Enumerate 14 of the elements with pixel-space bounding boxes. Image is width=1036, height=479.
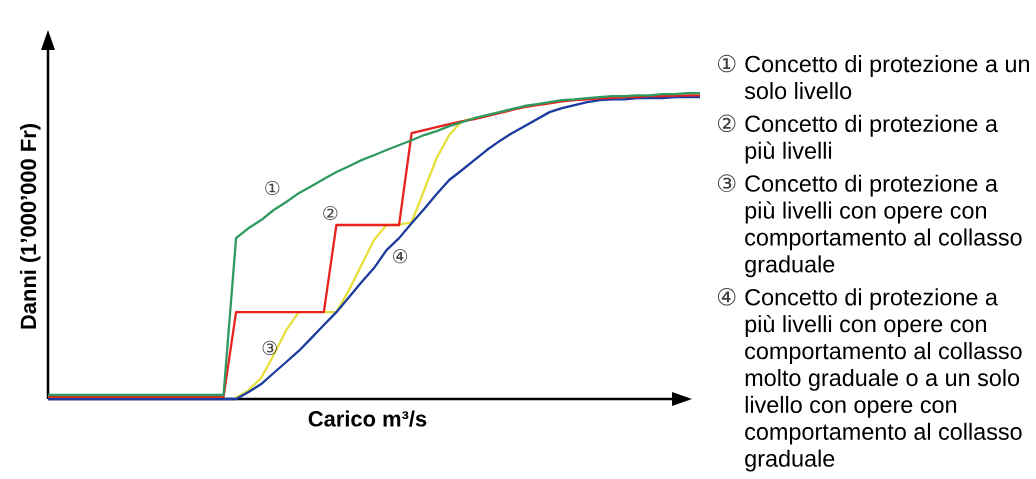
text: ① [717, 54, 736, 73]
text: ② [717, 114, 736, 133]
text: ④ [717, 287, 736, 306]
x-axis-title: Carico m³/s [308, 410, 427, 427]
text: Concetto di protezione a più livelli [745, 114, 998, 164]
text: Concetto di protezione a più livelli con opere con comportamento al collasso molto graduale o a un solo livello con opere con comportamento al collasso graduale [745, 288, 1022, 472]
text: Concetto di protezione a più livelli con opere con comportamento al collasso graduale [745, 174, 1022, 278]
text: Concetto di protezione a un solo livello [744, 55, 1029, 100]
y-axis-title: Danni (1’000’000 Fr) [20, 124, 41, 329]
text: ③ [717, 174, 736, 192]
series-label: ④ [393, 249, 408, 264]
series-label: ① [265, 180, 280, 196]
series-label: ③ [262, 340, 277, 356]
series-label: ② [323, 205, 338, 221]
